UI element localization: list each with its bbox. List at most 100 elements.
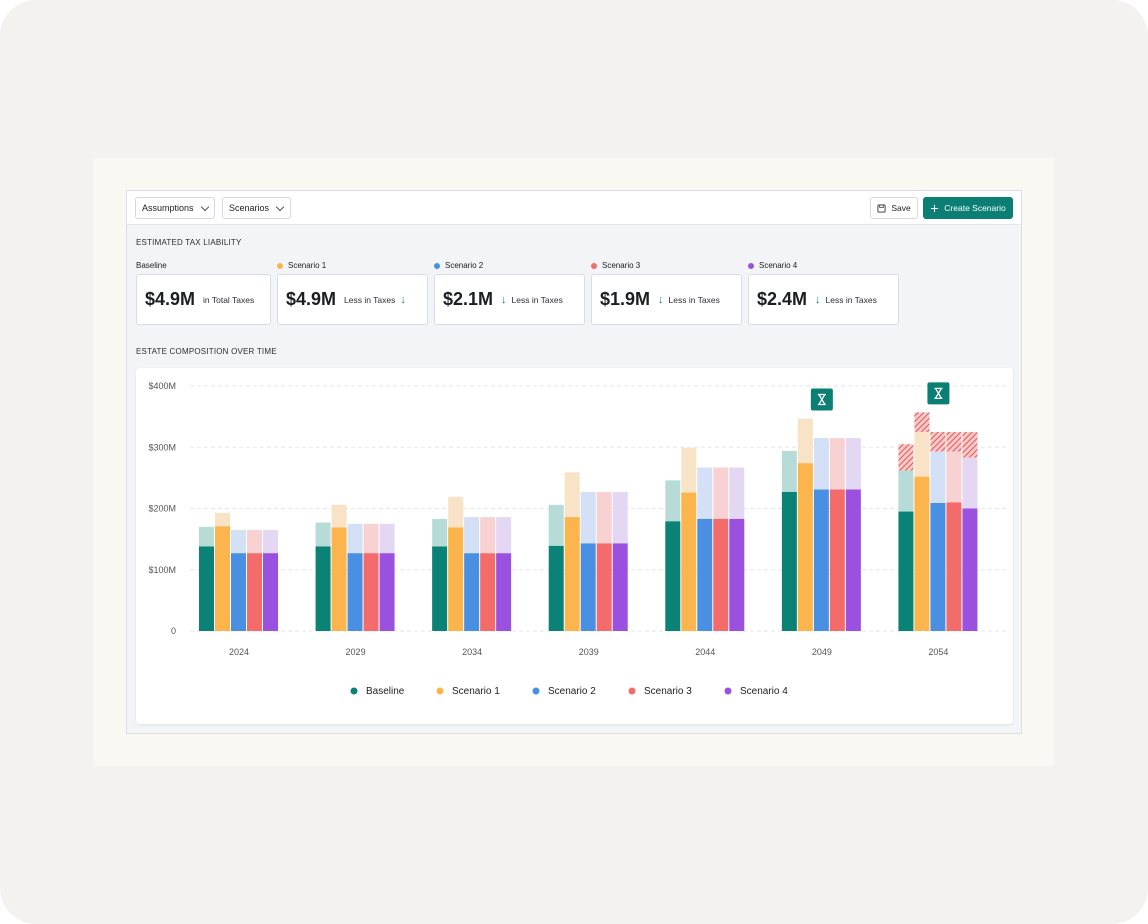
legend-item[interactable]: Scenario 1 [436, 686, 501, 697]
legend-item[interactable]: Scenario 3 [628, 686, 693, 697]
bar-light-segment[interactable] [612, 491, 628, 544]
bar-light-segment[interactable] [448, 496, 464, 528]
bar-light-segment[interactable] [665, 480, 681, 522]
bar-light-segment[interactable] [548, 504, 564, 546]
legend-item[interactable]: Baseline [350, 686, 405, 697]
baseline-tax-card[interactable]: $4.9M in Total Taxes [136, 274, 271, 325]
bar-base-segment[interactable] [464, 553, 480, 631]
bar-base-segment[interactable] [596, 543, 612, 631]
bar-light-segment[interactable] [930, 451, 946, 503]
bar-base-segment[interactable] [231, 553, 246, 631]
bar-base-segment[interactable] [845, 489, 861, 631]
legend-item[interactable]: Scenario 4 [724, 686, 789, 697]
bar-light-segment[interactable] [797, 418, 813, 464]
bar-base-segment[interactable] [564, 517, 580, 631]
x-tick-label: 2024 [229, 647, 249, 657]
bar-light-segment[interactable] [845, 438, 861, 490]
bar-light-segment[interactable] [480, 517, 496, 554]
x-tick-label: 2029 [346, 647, 366, 657]
bar-light-segment[interactable] [729, 467, 745, 519]
bar-light-segment[interactable] [914, 431, 930, 477]
hourglass-icon[interactable] [927, 382, 950, 405]
bar-base-segment[interactable] [347, 553, 363, 631]
arrow-down-icon: ↓ [400, 293, 406, 306]
scenarios-dropdown[interactable]: Scenarios [222, 197, 291, 219]
bar-light-segment[interactable] [199, 526, 214, 547]
bar-base-segment[interactable] [496, 553, 512, 631]
bar-hatch-segment[interactable] [962, 431, 978, 458]
bar-light-segment[interactable] [496, 517, 512, 554]
bar-light-segment[interactable] [215, 512, 230, 527]
bar-base-segment[interactable] [215, 526, 230, 631]
create-scenario-label: Create Scenario [944, 203, 1006, 213]
bar-light-segment[interactable] [713, 467, 729, 519]
bar-base-segment[interactable] [363, 553, 379, 631]
bar-base-segment[interactable] [946, 502, 962, 631]
bar-hatch-segment[interactable] [946, 431, 962, 452]
bar-light-segment[interactable] [247, 529, 262, 554]
bar-light-segment[interactable] [315, 522, 331, 547]
bar-light-segment[interactable] [363, 523, 379, 554]
bar-base-segment[interactable] [813, 489, 829, 631]
bar-light-segment[interactable] [681, 447, 697, 493]
legend-item[interactable]: Scenario 2 [532, 686, 597, 697]
scenario-4-tax-card[interactable]: $2.4M ↓ Less in Taxes [748, 274, 899, 325]
bar-light-segment[interactable] [331, 504, 347, 528]
hourglass-icon[interactable] [810, 388, 833, 411]
bar-base-segment[interactable] [379, 553, 395, 631]
create-scenario-button[interactable]: Create Scenario [923, 197, 1013, 219]
bar-light-segment[interactable] [263, 529, 278, 554]
assumptions-dropdown[interactable]: Assumptions [135, 197, 215, 219]
bar-light-segment[interactable] [829, 438, 845, 490]
bar-light-segment[interactable] [813, 438, 829, 490]
bar-light-segment[interactable] [347, 523, 363, 554]
bar-light-segment[interactable] [580, 491, 596, 544]
scenario-3-label-text: Scenario 3 [602, 261, 641, 270]
bar-hatch-segment[interactable] [898, 444, 914, 471]
bar-base-segment[interactable] [697, 518, 713, 631]
bar-base-segment[interactable] [612, 543, 628, 631]
bar-light-segment[interactable] [898, 470, 914, 512]
bar-base-segment[interactable] [665, 521, 681, 631]
bar-light-segment[interactable] [697, 467, 713, 519]
scenario-2-dot [434, 262, 440, 269]
bar-base-segment[interactable] [797, 463, 813, 631]
bar-hatch-segment[interactable] [914, 412, 930, 432]
bar-base-segment[interactable] [247, 553, 262, 631]
bar-base-segment[interactable] [930, 502, 946, 631]
bar-base-segment[interactable] [914, 476, 930, 631]
bar-base-segment[interactable] [713, 518, 729, 631]
bar-base-segment[interactable] [580, 543, 596, 631]
bar-light-segment[interactable] [962, 457, 978, 509]
bar-base-segment[interactable] [263, 553, 278, 631]
chevron-down-icon [275, 202, 285, 211]
bar-base-segment[interactable] [432, 546, 448, 631]
bar-base-segment[interactable] [898, 511, 914, 631]
bar-base-segment[interactable] [448, 527, 464, 631]
save-button[interactable]: Save [870, 197, 918, 219]
bar-light-segment[interactable] [379, 523, 395, 554]
scenario-1-label: Scenario 1 [277, 261, 326, 270]
bar-light-segment[interactable] [564, 472, 580, 518]
bar-light-segment[interactable] [946, 451, 962, 503]
bar-light-segment[interactable] [596, 491, 612, 544]
scenario-1-tax-card[interactable]: $4.9M Less in Taxes ↓ [277, 274, 428, 325]
bar-base-segment[interactable] [315, 546, 331, 631]
bar-base-segment[interactable] [548, 545, 564, 631]
bar-base-segment[interactable] [729, 518, 745, 631]
bar-base-segment[interactable] [781, 491, 797, 631]
plus-icon [931, 204, 939, 212]
scenario-2-tax-card[interactable]: $2.1M ↓ Less in Taxes [434, 274, 585, 325]
scenario-3-tax-card[interactable]: $1.9M ↓ Less in Taxes [591, 274, 742, 325]
bar-light-segment[interactable] [781, 450, 797, 492]
bar-light-segment[interactable] [231, 529, 246, 554]
bar-hatch-segment[interactable] [930, 431, 946, 452]
bar-base-segment[interactable] [962, 508, 978, 632]
bar-base-segment[interactable] [331, 527, 347, 631]
bar-base-segment[interactable] [199, 546, 214, 631]
bar-base-segment[interactable] [480, 553, 496, 631]
bar-light-segment[interactable] [464, 517, 480, 554]
bar-base-segment[interactable] [681, 492, 697, 631]
bar-light-segment[interactable] [432, 518, 448, 547]
bar-base-segment[interactable] [829, 489, 845, 631]
